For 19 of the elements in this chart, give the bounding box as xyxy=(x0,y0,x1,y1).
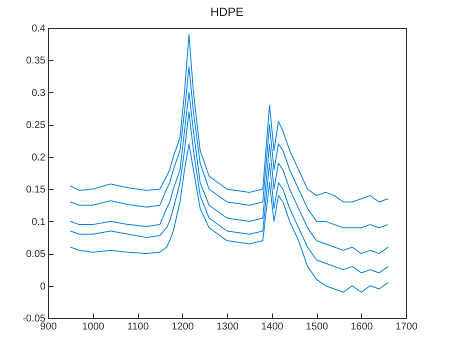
x-tick-label: 1600 xyxy=(350,322,374,332)
x-tick-label: 1700 xyxy=(395,322,418,332)
x-tick-label: 900 xyxy=(40,322,58,332)
x-tick-label: 1100 xyxy=(127,322,150,332)
y-tick-label: 0.05 xyxy=(26,249,46,260)
y-tick-label: 0.35 xyxy=(26,56,46,67)
x-tick-label: 1400 xyxy=(261,322,284,332)
y-tick-label: 0.1 xyxy=(32,216,46,228)
x-tick-label: 1000 xyxy=(82,322,105,332)
y-tick-label: 0.2 xyxy=(32,152,46,164)
y-tick-label: 0.3 xyxy=(32,88,46,99)
x-tick-label: 1300 xyxy=(216,322,240,332)
y-tick-label: 0.4 xyxy=(32,24,46,34)
x-tick-label: 1200 xyxy=(172,322,194,332)
chart-title: HDPE xyxy=(210,5,244,19)
y-tick-label: 0 xyxy=(40,281,46,292)
x-tick-label: 1500 xyxy=(306,322,329,332)
y-tick-label: 0.25 xyxy=(26,120,46,132)
y-tick-label: 0.15 xyxy=(26,184,46,196)
